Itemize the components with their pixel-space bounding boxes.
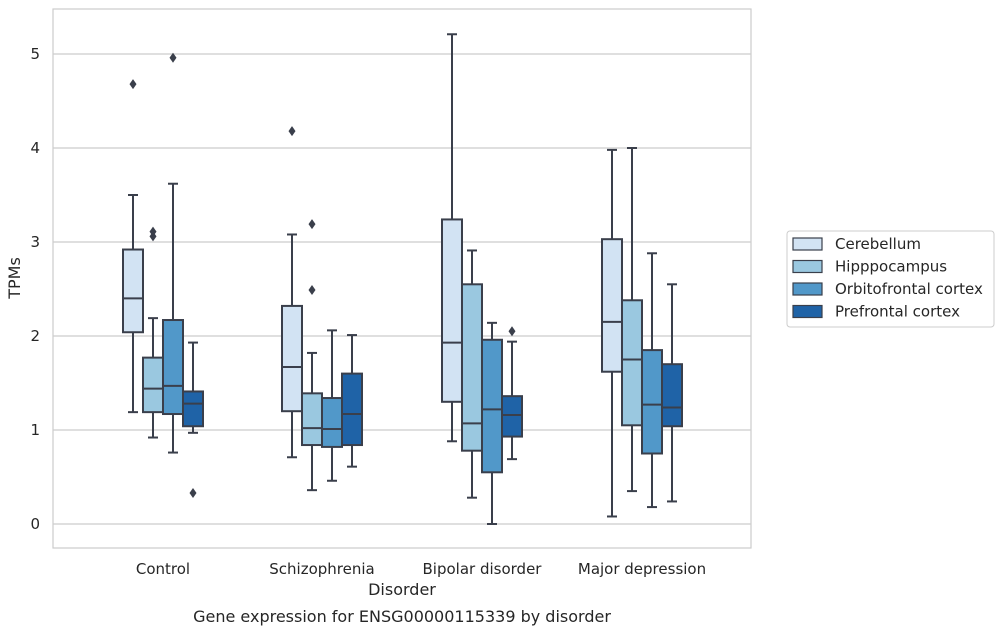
box-body bbox=[601, 238, 623, 373]
box-body bbox=[182, 390, 204, 428]
x-tick-label: Schizophrenia bbox=[269, 560, 374, 578]
legend-label: Hipppocampus bbox=[835, 258, 947, 276]
box-body bbox=[501, 395, 523, 438]
outlier-point bbox=[308, 284, 316, 295]
legend-frame bbox=[786, 230, 995, 328]
series-cerebellum bbox=[122, 33, 623, 518]
box-body bbox=[281, 304, 303, 413]
box bbox=[321, 329, 343, 482]
box bbox=[301, 219, 323, 492]
outlier-point bbox=[129, 79, 137, 90]
box-body bbox=[122, 248, 144, 334]
x-axis-ticks: Control Schizophrenia Bipolar disorder Majo… bbox=[136, 560, 706, 578]
y-axis-label: TPMs bbox=[5, 257, 24, 300]
outlier-point bbox=[508, 326, 516, 337]
outlier-point bbox=[308, 219, 316, 230]
box-body bbox=[481, 338, 503, 474]
box bbox=[661, 283, 683, 503]
y-tick-label: 0 bbox=[30, 515, 40, 533]
box-body bbox=[142, 356, 164, 414]
box bbox=[501, 326, 523, 461]
series-orbitofrontal-cortex bbox=[162, 52, 663, 525]
y-tick-label: 1 bbox=[30, 421, 40, 439]
box-body bbox=[621, 299, 643, 427]
box-series bbox=[122, 33, 683, 525]
outlier-point bbox=[169, 52, 177, 63]
box bbox=[601, 148, 623, 518]
box bbox=[481, 321, 503, 525]
y-axis-ticks: 0 1 2 3 4 5 bbox=[30, 45, 40, 533]
outlier-point bbox=[189, 487, 197, 498]
legend-swatch bbox=[792, 237, 823, 251]
legend-swatch bbox=[792, 282, 823, 296]
x-axis-label: Disorder bbox=[368, 580, 436, 599]
box bbox=[182, 341, 204, 498]
plot-area bbox=[52, 8, 752, 549]
y-tick-label: 2 bbox=[30, 327, 40, 345]
box-body bbox=[341, 372, 363, 447]
y-tick-label: 3 bbox=[30, 233, 40, 251]
chart-caption: Gene expression for ENSG00000115339 by d… bbox=[193, 607, 611, 626]
box-body bbox=[162, 319, 184, 416]
legend-swatch bbox=[792, 259, 823, 274]
y-tick-label: 5 bbox=[30, 45, 40, 63]
box bbox=[122, 79, 144, 414]
x-tick-label: Bipolar disorder bbox=[423, 560, 543, 578]
x-tick-label: Major depression bbox=[578, 560, 706, 578]
box-body bbox=[321, 397, 343, 448]
legend-swatch bbox=[792, 304, 823, 319]
box bbox=[162, 52, 184, 454]
box bbox=[621, 147, 643, 493]
outlier-point bbox=[288, 126, 296, 137]
outlier-point bbox=[149, 226, 157, 237]
box-body bbox=[301, 392, 323, 447]
y-tick-label: 4 bbox=[30, 139, 40, 157]
series-prefrontal-cortex bbox=[182, 283, 683, 503]
legend: Cerebellum Hipppocampus Orbitofrontal cort… bbox=[786, 230, 995, 328]
box-body bbox=[661, 363, 683, 428]
legend-label: Prefrontal cortex bbox=[835, 303, 960, 321]
legend-label: Cerebellum bbox=[835, 235, 921, 253]
x-tick-label: Control bbox=[136, 560, 190, 578]
box bbox=[281, 126, 303, 459]
box-body bbox=[441, 218, 463, 403]
box bbox=[341, 334, 363, 468]
legend-label: Orbitofrontal cortex bbox=[835, 280, 983, 298]
box bbox=[441, 33, 463, 443]
box-body bbox=[461, 283, 483, 452]
box-body bbox=[641, 349, 663, 455]
